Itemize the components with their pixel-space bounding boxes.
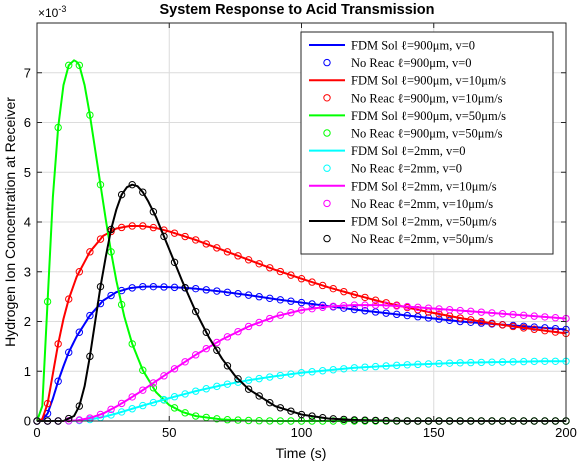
marker-point [117, 190, 126, 199]
marker-point [149, 379, 158, 387]
marker-point [75, 268, 84, 276]
marker-point [65, 348, 73, 357]
legend-marker-swatch [323, 129, 331, 137]
y-axis-label: Hydrogen Ion Concentration at Receiver [2, 97, 18, 347]
x-tick-label: 50 [162, 425, 176, 440]
marker-point [255, 392, 263, 400]
marker-point [244, 322, 253, 331]
y-tick-label: 0 [24, 414, 31, 429]
marker-point [255, 318, 263, 327]
marker-point [160, 232, 168, 241]
y-tick-label: 7 [24, 65, 31, 80]
legend-marker-swatch [323, 199, 331, 208]
marker-point [192, 351, 200, 359]
legend-marker-swatch [323, 58, 331, 67]
y-exponent-label: ×10-3 [38, 4, 66, 20]
marker-point [107, 291, 115, 300]
series-3 [33, 357, 570, 425]
marker-point [139, 366, 147, 374]
marker-point [244, 256, 253, 264]
series-line [36, 285, 567, 422]
legend-label-line: FDM Sol ℓ=2mm, v=0 [351, 144, 466, 158]
marker-point [223, 362, 232, 370]
marker-point [170, 404, 179, 412]
marker-point [96, 410, 105, 419]
marker-point [75, 328, 84, 336]
x-tick-label: 0 [33, 425, 40, 440]
marker-point [266, 314, 274, 323]
marker-point [149, 208, 158, 216]
legend-label-line: FDM Sol ℓ=2mm, v=10μm/s [351, 179, 497, 193]
y-exponent-base: ×10 [38, 6, 59, 20]
legend-label-line: FDM Sol ℓ=2mm, v=50μm/s [351, 215, 497, 229]
marker-point [276, 267, 285, 276]
series-line [37, 360, 566, 422]
series-line [36, 224, 567, 422]
marker-point [213, 338, 221, 347]
legend-marker-swatch [323, 164, 331, 172]
axis-ticks: 0 50 100 150 200 0 1 2 3 4 5 6 7 [24, 23, 577, 440]
marker-point [192, 307, 200, 316]
marker-point [160, 372, 168, 380]
series-line [37, 304, 567, 422]
marker-point [223, 248, 232, 256]
legend-label-marker: No Reac ℓ=900μm, v=0 [351, 56, 472, 70]
y-tick-label: 6 [24, 115, 31, 130]
y-exponent-power: -3 [58, 4, 66, 14]
marker-point [202, 344, 210, 353]
marker-point [213, 244, 221, 252]
y-tick-label: 4 [24, 215, 31, 230]
marker-point [202, 240, 210, 248]
marker-point [86, 311, 94, 320]
y-tick-label: 1 [24, 364, 31, 379]
marker-point [223, 333, 232, 341]
legend-label-marker: No Reac ℓ=2mm, v=0 [351, 162, 462, 176]
chart-title: System Response to Acid Transmission [159, 2, 434, 18]
marker-point [244, 385, 253, 393]
marker-point [96, 235, 105, 243]
marker-point [170, 365, 179, 373]
marker-point [287, 271, 295, 279]
marker-point [117, 399, 126, 408]
legend-marker-swatch [323, 94, 331, 102]
series-4 [33, 301, 570, 425]
legend-box [300, 31, 554, 255]
marker-point [181, 283, 189, 292]
marker-point [65, 414, 73, 423]
legend-marker-swatch [323, 234, 331, 243]
marker-point [170, 258, 179, 266]
legend-label-marker: No Reac ℓ=900μm, v=10μm/s [351, 91, 503, 105]
marker-point [128, 393, 136, 401]
x-tick-label: 200 [555, 425, 577, 440]
legend-label-line: FDM Sol ℓ=900μm, v=10μm/s [351, 74, 506, 88]
x-axis-label: Time (s) [276, 445, 327, 461]
legend: FDM Sol ℓ=900μm, v=0 No Reac ℓ=900μm, v=0… [300, 31, 554, 255]
legend-label-line: FDM Sol ℓ=900μm, v=50μm/s [351, 109, 506, 123]
legend-label-marker: No Reac ℓ=2mm, v=10μm/s [351, 197, 493, 211]
legend-label-marker: No Reac ℓ=900μm, v=50μm/s [351, 127, 503, 141]
y-tick-label: 3 [24, 264, 31, 279]
legend-label-marker: No Reac ℓ=2mm, v=50μm/s [351, 232, 493, 246]
marker-point [266, 398, 274, 407]
x-tick-label: 150 [423, 425, 445, 440]
y-tick-label: 2 [24, 314, 31, 329]
marker-point [86, 248, 94, 256]
marker-point [234, 252, 242, 260]
marker-point [139, 386, 147, 394]
y-tick-label: 5 [24, 165, 31, 180]
marker-point [234, 327, 242, 336]
marker-point [213, 346, 221, 354]
marker-point [255, 260, 263, 268]
marker-point [139, 188, 147, 196]
x-tick-label: 100 [291, 425, 313, 440]
legend-entries: FDM Sol ℓ=900μm, v=0 No Reac ℓ=900μm, v=0… [309, 39, 506, 246]
marker-point [234, 375, 242, 383]
marker-point [266, 264, 274, 272]
marker-point [181, 358, 189, 366]
marker-point [202, 328, 210, 336]
marker-point [149, 384, 158, 392]
marker-point [107, 405, 115, 414]
legend-label-line: FDM Sol ℓ=900μm, v=0 [351, 39, 475, 53]
